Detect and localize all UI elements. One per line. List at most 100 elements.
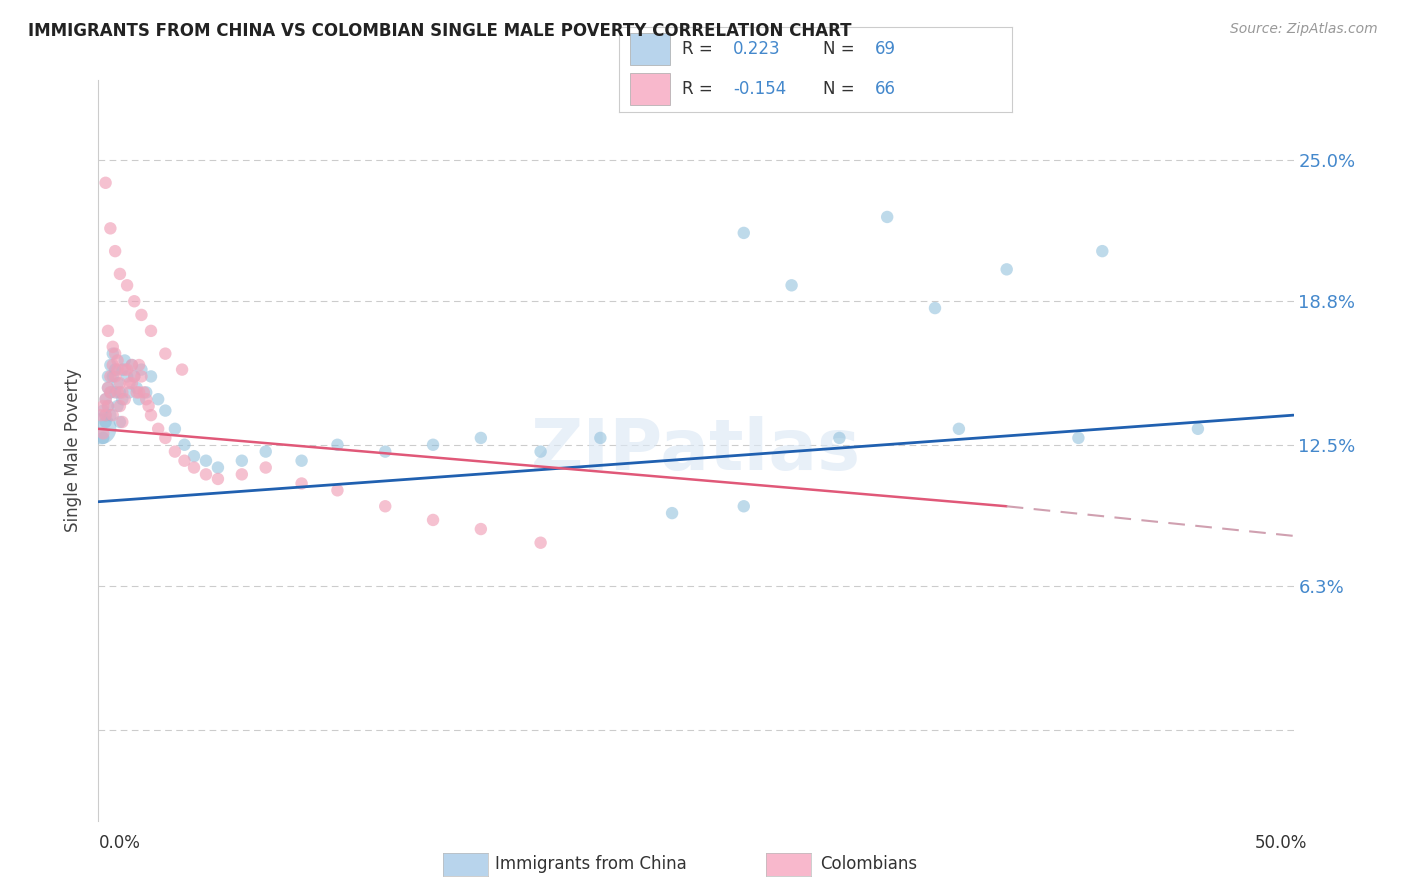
Point (733, 500, 755, 514)
Point (924, 301, 946, 315)
Point (291, 476, 314, 491)
Text: 66: 66 (875, 79, 896, 97)
Point (661, 506, 683, 520)
Point (173, 438, 195, 452)
Point (114, 392, 136, 407)
Point (98, 408, 122, 422)
Point (91, 399, 114, 413)
Point (97, 324, 120, 338)
Point (291, 453, 314, 467)
Point (207, 472, 229, 486)
Text: N =: N = (824, 40, 860, 58)
Point (108, 267, 131, 281)
Point (148, 392, 170, 407)
Point (108, 376, 131, 391)
Point (101, 358, 124, 372)
Point (374, 444, 396, 458)
Text: 69: 69 (875, 40, 896, 58)
Point (422, 513, 444, 527)
Point (780, 278, 803, 293)
Point (231, 467, 253, 482)
Point (326, 483, 349, 498)
FancyBboxPatch shape (630, 33, 669, 65)
Point (104, 362, 127, 376)
Text: IMMIGRANTS FROM CHINA VS COLOMBIAN SINGLE MALE POVERTY CORRELATION CHART: IMMIGRANTS FROM CHINA VS COLOMBIAN SINGL… (28, 22, 852, 40)
Point (115, 369, 138, 384)
Point (124, 369, 146, 384)
Point (125, 385, 148, 400)
Point (108, 415, 131, 429)
Text: R =: R = (682, 79, 717, 97)
Point (135, 385, 157, 400)
Point (155, 431, 177, 445)
Point (97, 381, 120, 395)
Text: 0.223: 0.223 (733, 40, 780, 58)
Point (254, 460, 277, 475)
Point (107, 362, 129, 376)
Text: N =: N = (824, 79, 860, 97)
Point (94, 392, 117, 407)
Text: Colombians: Colombians (820, 855, 917, 873)
Point (828, 431, 851, 445)
Y-axis label: Single Male Poverty: Single Male Poverty (65, 368, 83, 533)
Point (128, 392, 150, 407)
Point (94, 176, 117, 190)
Point (422, 438, 444, 452)
Point (104, 244, 127, 259)
Point (111, 392, 134, 407)
Point (111, 362, 134, 376)
Point (104, 346, 127, 360)
Point (1067, 431, 1090, 445)
Point (98, 385, 122, 400)
Point (139, 408, 162, 422)
Point (115, 278, 138, 293)
Point (1091, 244, 1114, 259)
Point (101, 408, 124, 422)
Point (148, 422, 170, 436)
Point (530, 535, 553, 549)
Point (91, 431, 114, 445)
Point (124, 294, 146, 309)
Point (97, 381, 120, 395)
Point (90, 422, 112, 436)
Point (530, 444, 553, 458)
Text: Immigrants from China: Immigrants from China (495, 855, 686, 873)
Point (107, 385, 129, 400)
Point (589, 431, 612, 445)
Point (128, 385, 150, 400)
Point (98, 221, 122, 235)
Point (91, 403, 114, 417)
Point (131, 369, 153, 384)
Point (139, 324, 162, 338)
Point (195, 453, 218, 467)
Point (114, 362, 136, 376)
Point (94, 408, 117, 422)
Point (118, 376, 141, 391)
Point (326, 438, 349, 452)
Point (121, 358, 143, 372)
Point (155, 403, 177, 417)
Point (98, 369, 122, 384)
Point (131, 308, 153, 322)
Point (108, 399, 131, 413)
Point (231, 453, 253, 467)
Text: Source: ZipAtlas.com: Source: ZipAtlas.com (1230, 22, 1378, 37)
Point (111, 385, 134, 400)
Point (104, 385, 127, 400)
Point (163, 422, 186, 436)
Text: ZIPatlas: ZIPatlas (531, 416, 860, 485)
Text: 0.0%: 0.0% (98, 834, 141, 852)
Point (97, 399, 120, 413)
Point (104, 369, 127, 384)
Point (173, 453, 195, 467)
Point (108, 385, 131, 400)
Point (114, 353, 136, 368)
Point (121, 358, 143, 372)
Point (138, 399, 160, 413)
Point (124, 369, 146, 384)
Point (107, 376, 129, 391)
Point (1187, 422, 1209, 436)
Point (183, 449, 205, 463)
Point (98, 358, 122, 372)
Point (876, 210, 898, 224)
